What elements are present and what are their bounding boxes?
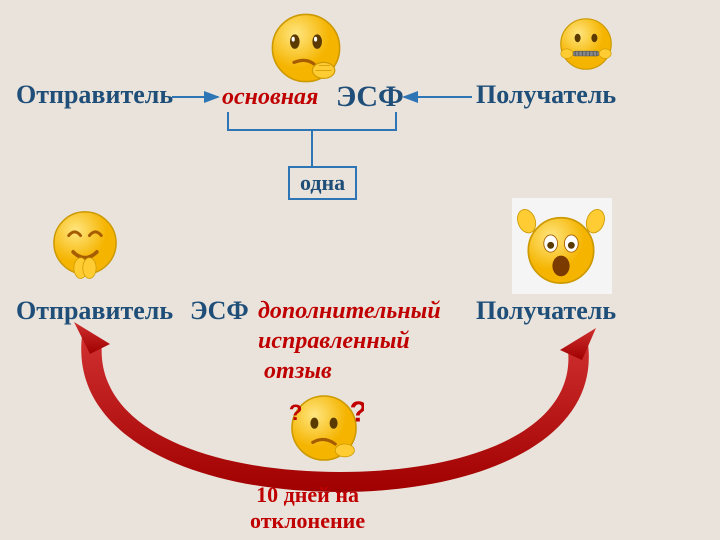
top-receiver-label: Получатель <box>476 80 616 110</box>
arrow-receiver-to-esf <box>400 90 472 104</box>
top-main-prefix: основная <box>222 84 318 111</box>
red-swoosh <box>40 320 620 500</box>
arrow-sender-to-esf <box>172 90 222 104</box>
emoji-shocked <box>516 204 606 290</box>
odna-badge: одна <box>288 166 357 200</box>
emoji-zipper <box>556 14 616 74</box>
emoji-thinking <box>266 8 346 88</box>
bracket-to-odna <box>228 112 398 168</box>
top-sender-label: Отправитель <box>16 80 173 110</box>
note-line2: отклонение <box>250 508 365 534</box>
top-esf-label: ЭСФ <box>336 80 404 114</box>
bottom-note: 10 дней на отклонение <box>250 482 365 535</box>
note-line1: 10 дней на <box>250 482 365 508</box>
emoji-pleased <box>48 206 122 280</box>
